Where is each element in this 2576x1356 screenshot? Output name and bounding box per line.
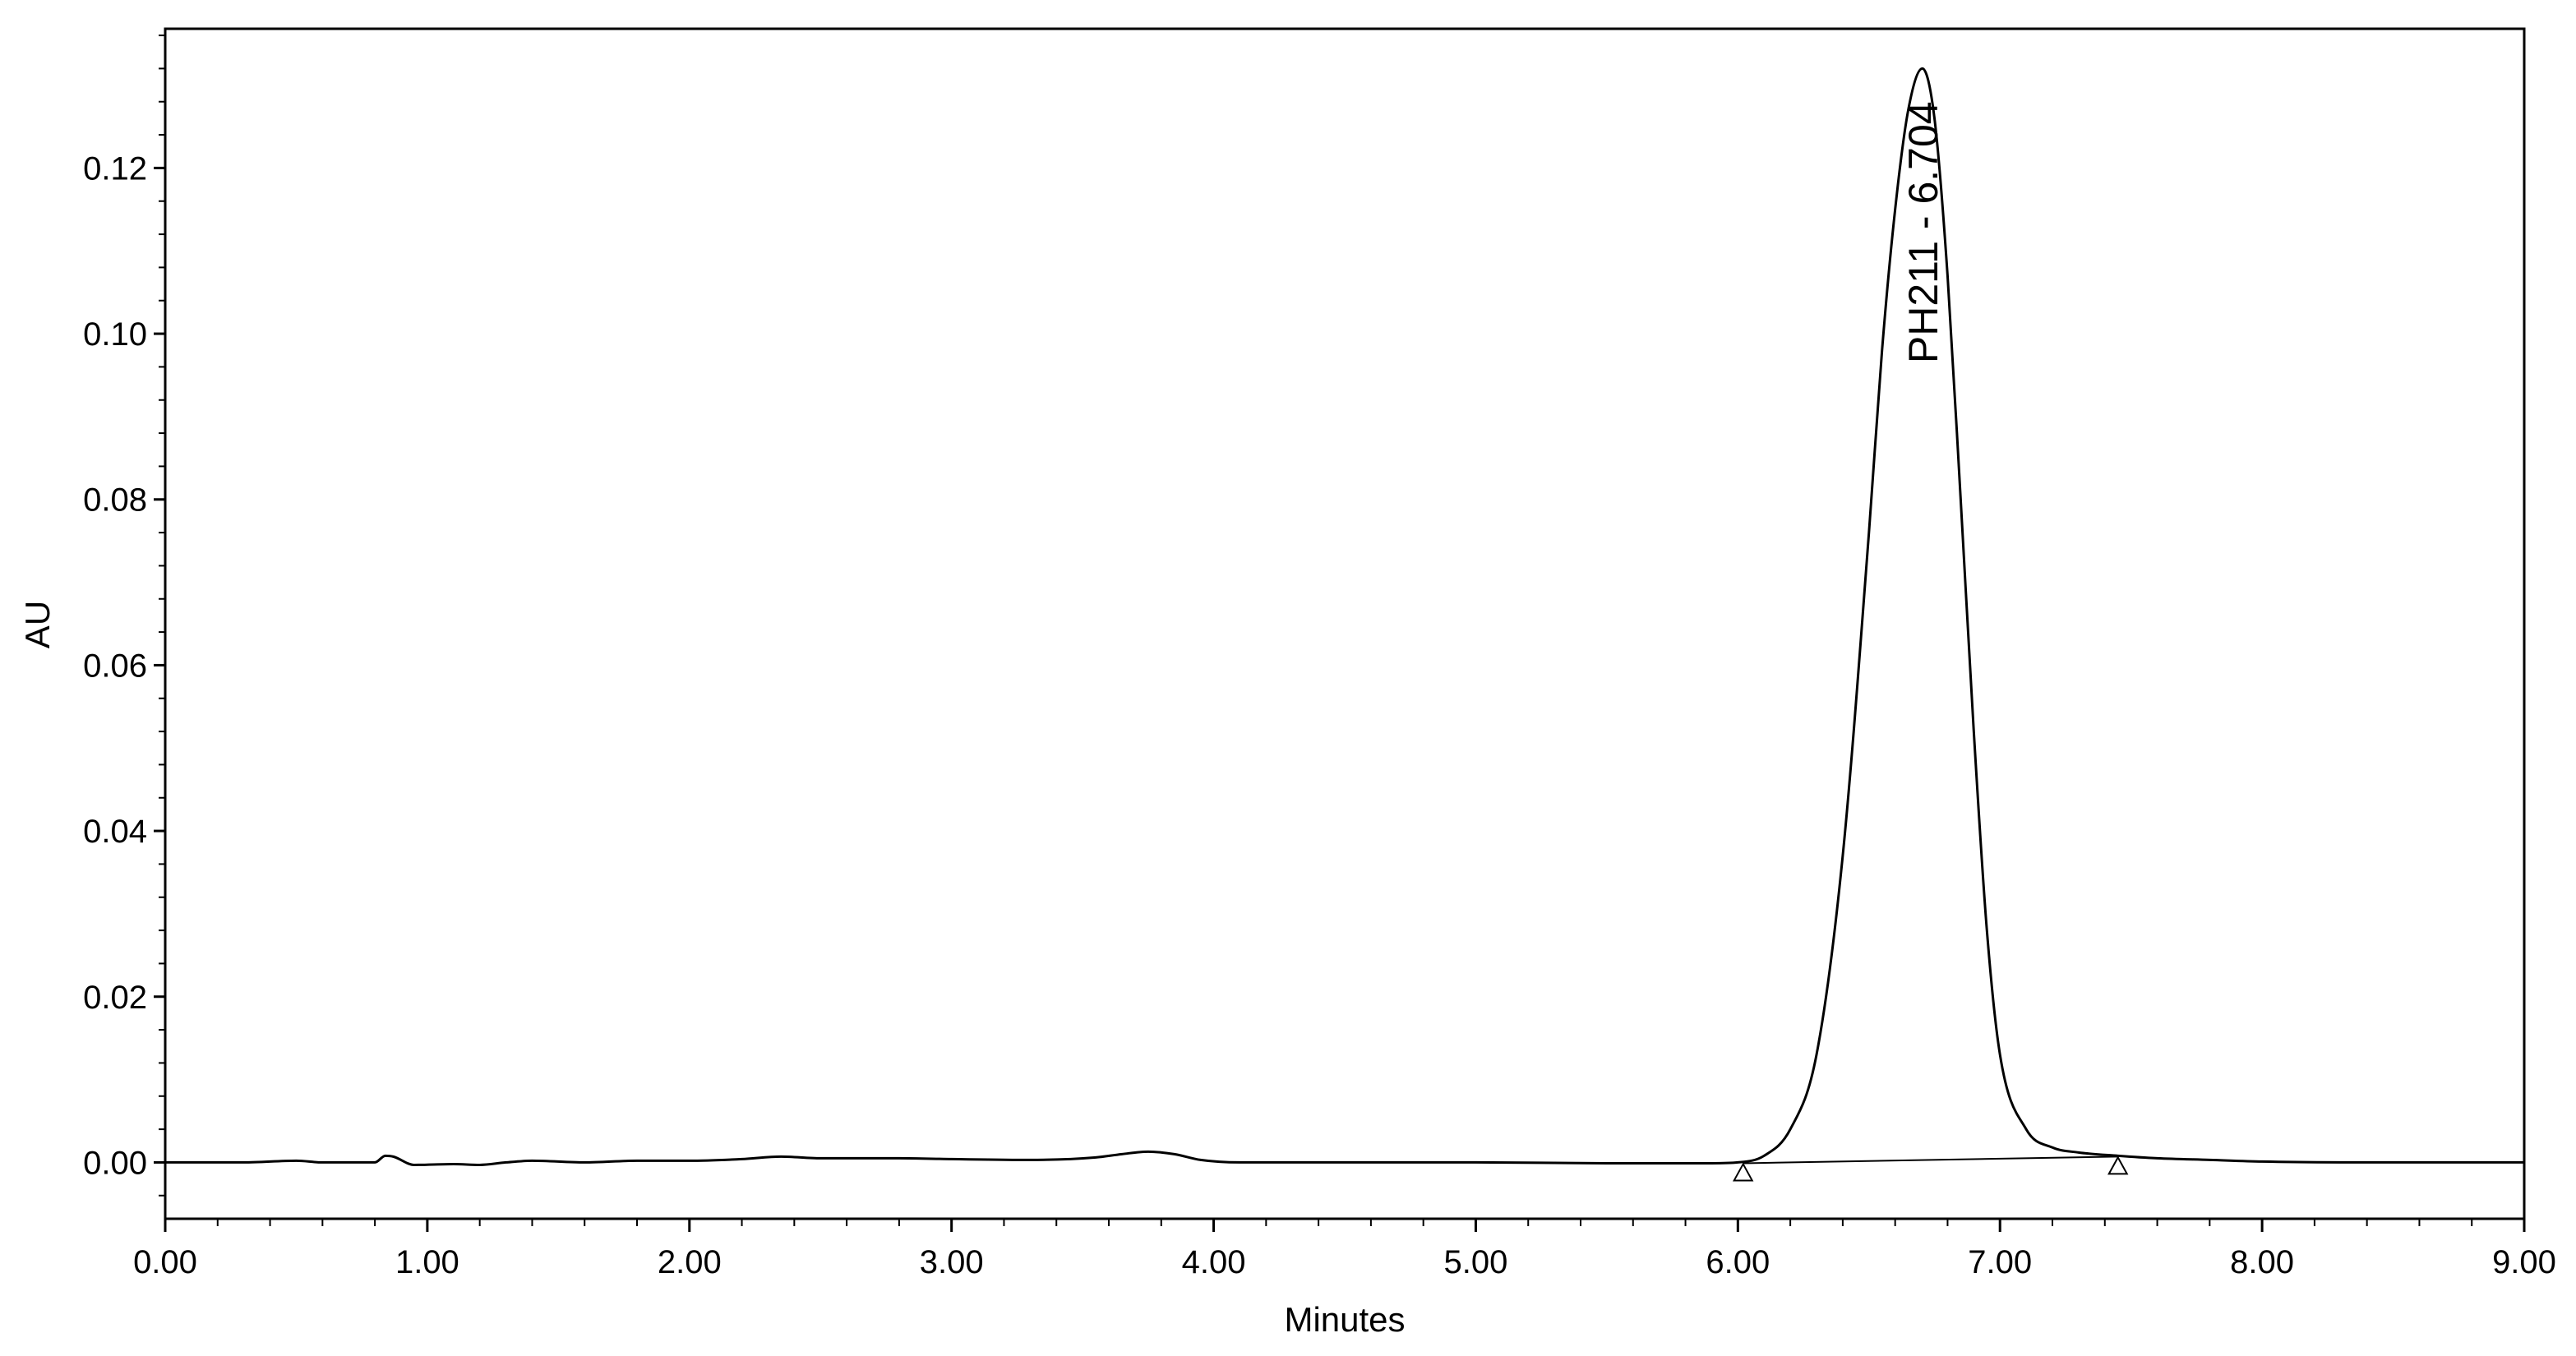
y-tick-label: 0.10 (83, 316, 147, 353)
y-tick-label: 0.02 (83, 980, 147, 1016)
markers-group (1733, 1155, 2129, 1182)
baseline-marker-triangle (1733, 1162, 1754, 1182)
x-tick-label: 3.00 (920, 1244, 984, 1280)
x-tick-label: 6.00 (1706, 1244, 1770, 1280)
x-axis: 0.00 1.00 2.00 3.00 4.00 5.00 6.00 7.00 8.00 9.00 (133, 1219, 2556, 1280)
y-tick-label: 0.00 (83, 1145, 147, 1181)
y-axis-title: AU (18, 601, 57, 648)
x-tick-label: 2.00 (658, 1244, 722, 1280)
annotations-group: PH211 - 6.704 (1900, 101, 1946, 363)
y-tick-label: 0.06 (83, 648, 147, 684)
y-tick-label: 0.04 (83, 814, 147, 850)
baseline-group (1743, 1155, 2118, 1165)
x-tick-label: 0.00 (133, 1244, 197, 1280)
x-tick-label: 7.00 (1968, 1244, 2032, 1280)
x-tick-label: 5.00 (1444, 1244, 1508, 1280)
x-tick-label: 9.00 (2492, 1244, 2556, 1280)
baseline-marker-triangle (2107, 1155, 2129, 1175)
y-tick-label: 0.12 (83, 150, 147, 187)
x-axis-title: Minutes (1284, 1300, 1405, 1339)
y-tick-label: 0.08 (83, 482, 147, 519)
chromatogram-trace (165, 67, 2524, 1166)
x-tick-label: 8.00 (2230, 1244, 2294, 1280)
y-axis: 0.00 0.02 0.04 0.06 0.08 0.10 0.12 (83, 35, 165, 1197)
x-tick-label: 1.00 (395, 1244, 459, 1280)
integration-baseline (1743, 1155, 2118, 1165)
plot-frame (164, 27, 2526, 1220)
peak-label: PH211 - 6.704 (1900, 101, 1946, 363)
x-tick-label: 4.00 (1182, 1244, 1246, 1280)
